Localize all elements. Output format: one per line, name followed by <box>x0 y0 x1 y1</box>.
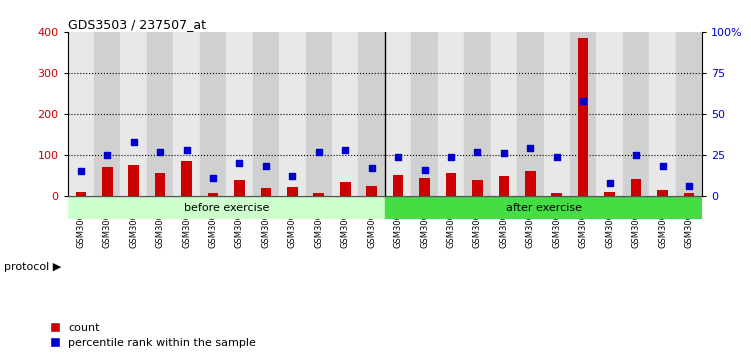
Point <box>260 164 272 169</box>
Bar <box>623 32 650 196</box>
Bar <box>208 193 219 196</box>
Bar <box>385 32 412 196</box>
Point <box>207 175 219 181</box>
Point <box>418 167 430 173</box>
Text: GDS3503 / 237507_at: GDS3503 / 237507_at <box>68 18 206 31</box>
Bar <box>226 32 252 196</box>
Point <box>604 180 616 186</box>
Bar <box>578 38 589 196</box>
Bar <box>261 188 271 196</box>
Point <box>498 150 510 156</box>
Point <box>656 164 668 169</box>
Bar <box>605 192 615 196</box>
Bar <box>525 171 535 196</box>
Bar <box>412 32 438 196</box>
Bar <box>287 187 297 196</box>
Bar <box>94 32 120 196</box>
Bar <box>657 190 668 196</box>
Point <box>630 152 642 158</box>
Text: protocol ▶: protocol ▶ <box>4 262 61 272</box>
Point <box>578 98 590 104</box>
Bar <box>366 186 377 196</box>
Bar <box>306 32 332 196</box>
Bar <box>544 32 570 196</box>
Bar <box>181 161 192 196</box>
Bar <box>385 196 702 219</box>
Point <box>128 139 140 145</box>
Bar <box>393 175 403 196</box>
Bar <box>517 32 544 196</box>
Bar <box>631 179 641 196</box>
Bar <box>676 32 702 196</box>
Point <box>472 149 484 155</box>
Point <box>339 147 351 153</box>
Point <box>75 169 87 174</box>
Point <box>683 183 695 189</box>
Bar <box>340 182 351 196</box>
Text: after exercise: after exercise <box>505 203 581 213</box>
Bar <box>683 193 694 196</box>
Bar <box>128 165 139 196</box>
Point <box>445 154 457 159</box>
Bar <box>419 178 430 196</box>
Bar <box>472 181 483 196</box>
Point <box>550 154 562 159</box>
Point <box>154 149 166 155</box>
Bar <box>234 181 245 196</box>
Bar <box>570 32 596 196</box>
Point <box>101 152 113 158</box>
Point <box>180 147 192 153</box>
Point <box>524 145 536 151</box>
Bar <box>155 173 165 196</box>
Point <box>286 173 298 179</box>
Bar <box>650 32 676 196</box>
Bar <box>445 173 457 196</box>
Bar <box>358 32 385 196</box>
Bar <box>76 192 86 196</box>
Bar <box>173 32 200 196</box>
Bar <box>499 176 509 196</box>
Bar <box>200 32 226 196</box>
Legend: count, percentile rank within the sample: count, percentile rank within the sample <box>50 322 256 348</box>
Bar <box>68 196 385 219</box>
Bar <box>147 32 173 196</box>
Point <box>392 154 404 159</box>
Bar <box>332 32 358 196</box>
Bar <box>120 32 147 196</box>
Point <box>234 160 246 166</box>
Bar <box>252 32 279 196</box>
Bar <box>438 32 464 196</box>
Bar <box>313 193 324 196</box>
Bar <box>68 32 94 196</box>
Bar <box>490 32 517 196</box>
Bar <box>279 32 306 196</box>
Bar <box>551 193 562 196</box>
Bar <box>596 32 623 196</box>
Point <box>366 165 378 171</box>
Point <box>312 149 324 155</box>
Bar <box>464 32 490 196</box>
Text: before exercise: before exercise <box>183 203 269 213</box>
Bar <box>102 167 113 196</box>
